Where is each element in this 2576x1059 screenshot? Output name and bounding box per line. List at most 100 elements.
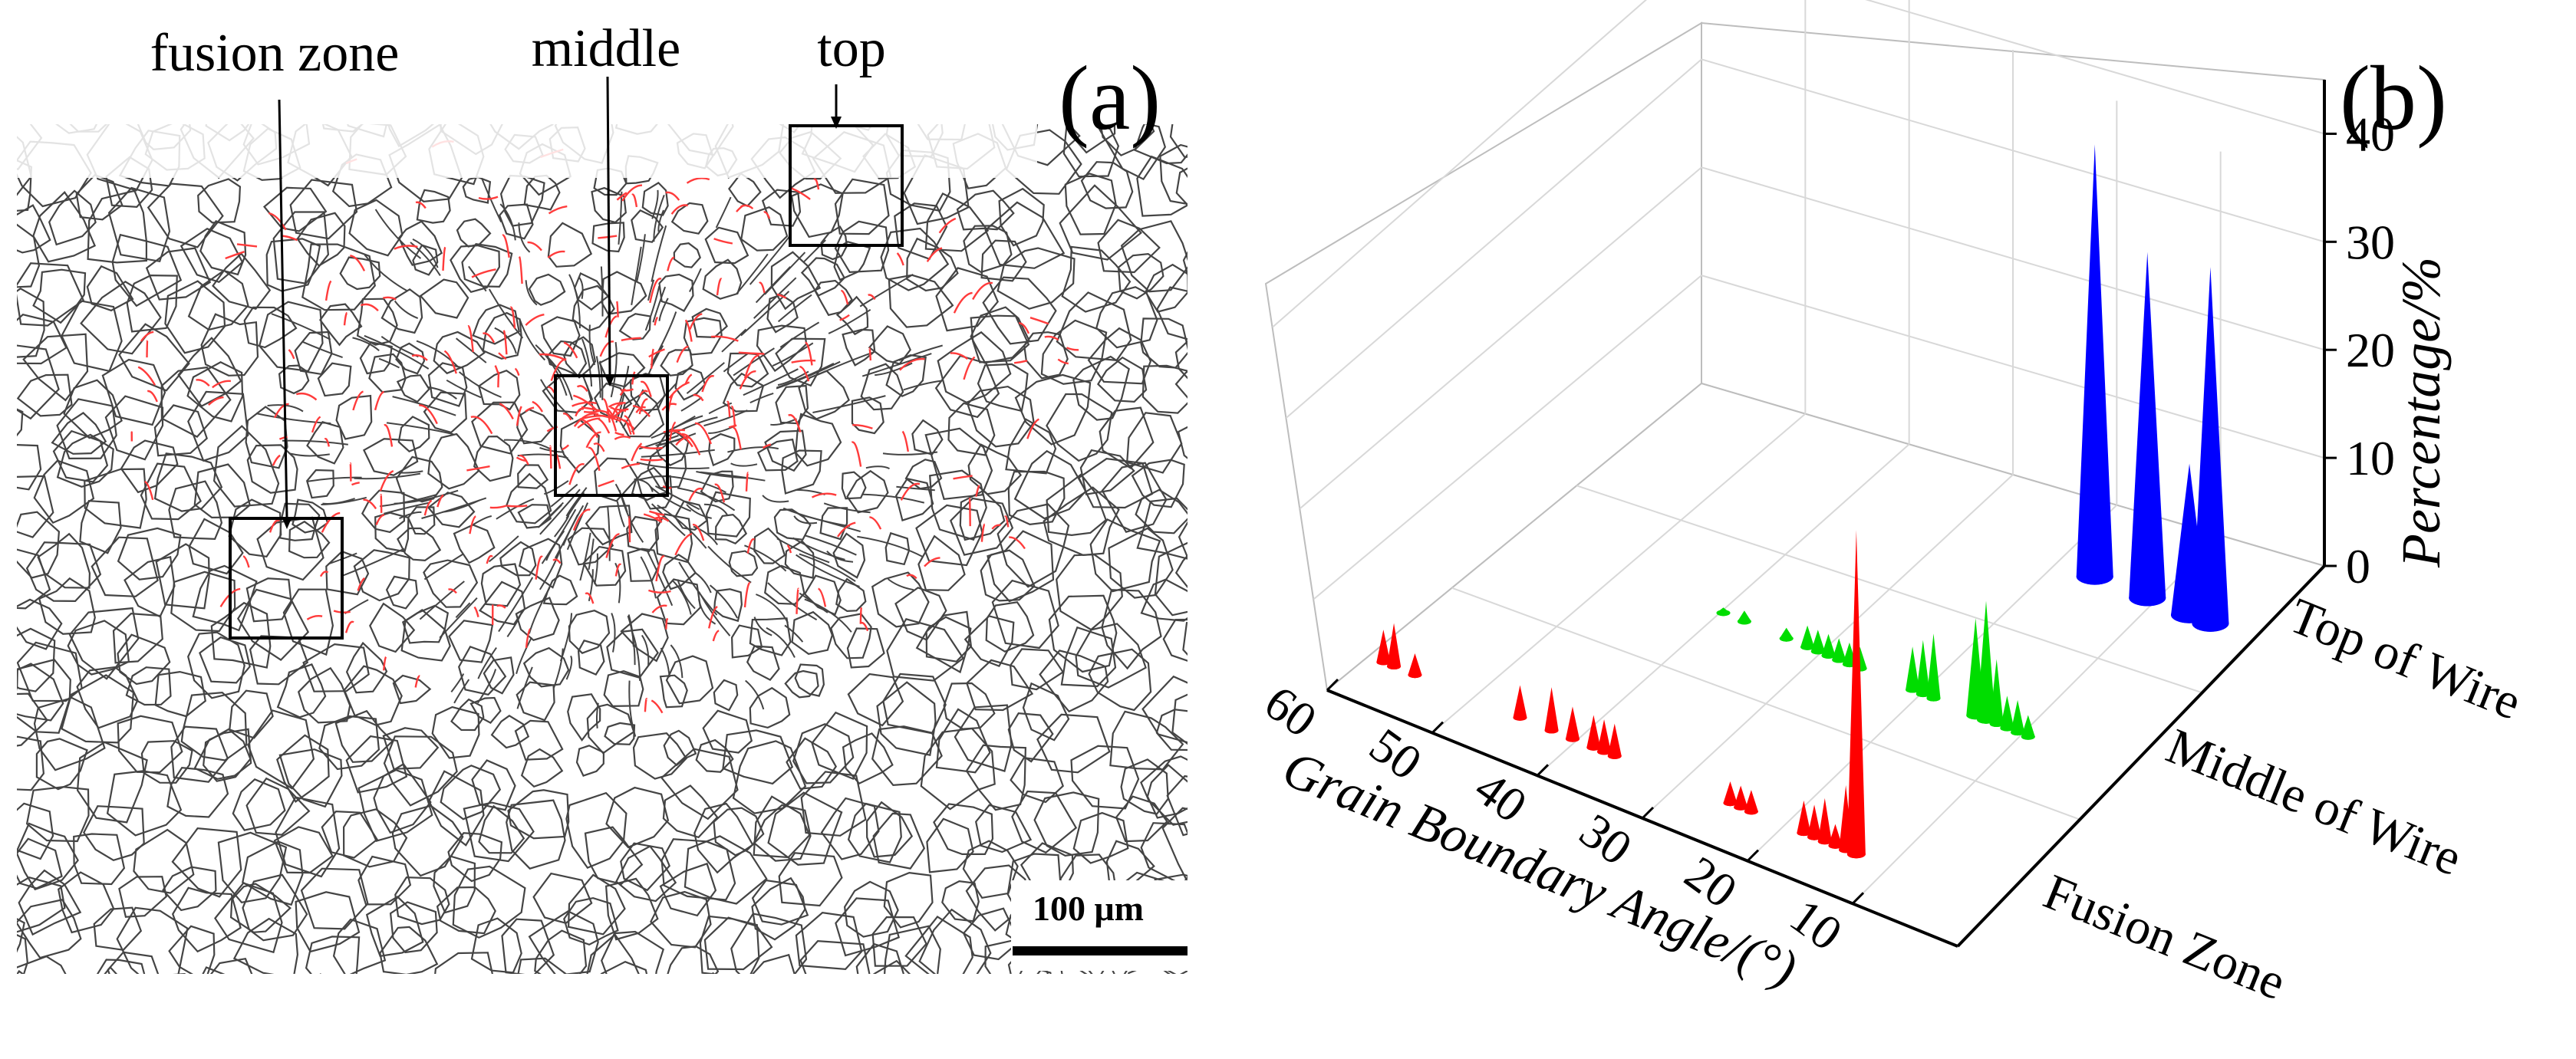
grain-boundary: [394, 876, 450, 926]
grain-boundary: [343, 665, 403, 726]
grain-boundary: [514, 719, 564, 761]
grain-boundary: [659, 862, 717, 917]
grain-boundary: [1126, 412, 1183, 474]
grain-boundary: [1177, 426, 1188, 459]
grain-boundary: [943, 682, 996, 730]
low-angle-boundary: [796, 587, 800, 614]
low-angle-boundary: [324, 280, 332, 301]
low-angle-boundary: [519, 454, 529, 465]
dendrite-boundary: [267, 404, 304, 413]
dendrite-boundary: [647, 279, 655, 301]
grain-boundary: [361, 489, 406, 534]
low-angle-boundary: [813, 178, 820, 190]
grain-boundary: [17, 511, 61, 579]
dendrite-boundary: [772, 342, 814, 367]
fusion-zone-arrow: [278, 99, 288, 519]
grain-boundary: [1120, 220, 1188, 293]
low-angle-boundary: [926, 247, 943, 262]
grain-boundary: [888, 274, 954, 328]
cone-2-15: [2076, 144, 2113, 585]
dendrite-boundary: [903, 380, 943, 391]
dendrite-boundary: [503, 439, 552, 450]
dendrite-boundary: [755, 266, 791, 304]
low-angle-boundary: [689, 313, 703, 331]
dendrite-boundary: [455, 602, 471, 618]
grain-boundary: [929, 469, 987, 541]
grain-boundary: [275, 796, 341, 878]
grain-boundary: [1075, 623, 1147, 689]
dendrite-boundary: [446, 379, 482, 399]
grain-boundary: [582, 545, 627, 587]
low-angle-boundary: [694, 422, 713, 445]
grain-boundary: [32, 268, 87, 324]
dendrite-boundary: [518, 222, 531, 253]
grain-boundary: [453, 524, 496, 564]
low-angle-boundary: [991, 524, 1001, 530]
cone-body: [1926, 633, 1941, 702]
grain-boundary: [391, 973, 392, 974]
grain-boundary: [962, 840, 1019, 899]
grain-boundary: [996, 503, 1070, 588]
low-angle-boundary: [868, 294, 876, 301]
grain-boundary: [140, 462, 202, 521]
grain-boundary: [84, 468, 147, 529]
grain-boundary: [665, 655, 714, 705]
dendrite-boundary: [708, 402, 733, 415]
cone-1-36: [1737, 610, 1751, 625]
dendrite-boundary: [749, 235, 792, 285]
grain-boundary: [48, 189, 97, 246]
dendrite-boundary: [468, 265, 487, 292]
grain-boundary: [855, 942, 905, 974]
grain-boundary: [1019, 964, 1052, 974]
grain-boundary: [520, 748, 564, 788]
grain-boundary: [756, 324, 808, 373]
dendrite-boundary: [607, 506, 611, 561]
dendrite-boundary: [799, 553, 856, 582]
dendrite-boundary: [517, 453, 568, 459]
grain-boundary: [180, 227, 244, 284]
scale-bar: [1013, 946, 1188, 955]
grain-boundary: [17, 659, 71, 734]
cone-body: [1513, 685, 1527, 721]
grain-boundary: [17, 223, 41, 288]
dendrite-boundary: [636, 462, 710, 469]
grain-boundary: [186, 361, 244, 423]
cone-body: [1723, 781, 1738, 807]
grain-boundary: [1014, 373, 1092, 446]
grain-boundary: [365, 896, 424, 958]
grain-boundary: [730, 624, 763, 659]
cone-base: [1906, 686, 1920, 693]
cone-base: [1797, 830, 1811, 837]
grain-boundary: [379, 926, 439, 974]
grain-boundary: [1072, 355, 1130, 421]
dendrite-boundary: [581, 338, 593, 387]
grain-boundary: [1046, 393, 1113, 462]
dendrite-boundary: [657, 504, 707, 549]
grain-boundary: [321, 124, 364, 133]
grain-boundary: [498, 203, 534, 240]
grain-boundary: [229, 689, 274, 739]
grain-boundary: [17, 641, 83, 702]
grain-boundary: [160, 366, 232, 438]
cone-1-32: [1779, 627, 1794, 642]
grain-boundary: [1141, 364, 1188, 414]
dendrite-boundary: [599, 360, 604, 400]
low-angle-boundary: [818, 587, 827, 607]
cone-base: [2192, 615, 2229, 632]
grain-boundary: [17, 344, 60, 420]
dendrite-boundary: [686, 362, 725, 394]
grain-boundary: [600, 960, 648, 974]
low-angle-boundary: [938, 217, 957, 234]
dendrite-boundary: [779, 321, 820, 348]
grain-boundary: [1194, 223, 1254, 278]
low-angle-boundary: [788, 413, 802, 432]
grain-boundary: [400, 609, 451, 662]
left-grid-line: [1299, 166, 1702, 510]
grain-boundary: [419, 278, 469, 319]
grain-boundary: [56, 398, 117, 460]
grain-boundary: [575, 745, 605, 777]
grain-boundary: [232, 778, 286, 831]
grain-boundary: [1001, 124, 1081, 166]
low-angle-boundary: [745, 472, 749, 492]
cone-0-13: [1846, 530, 1866, 859]
